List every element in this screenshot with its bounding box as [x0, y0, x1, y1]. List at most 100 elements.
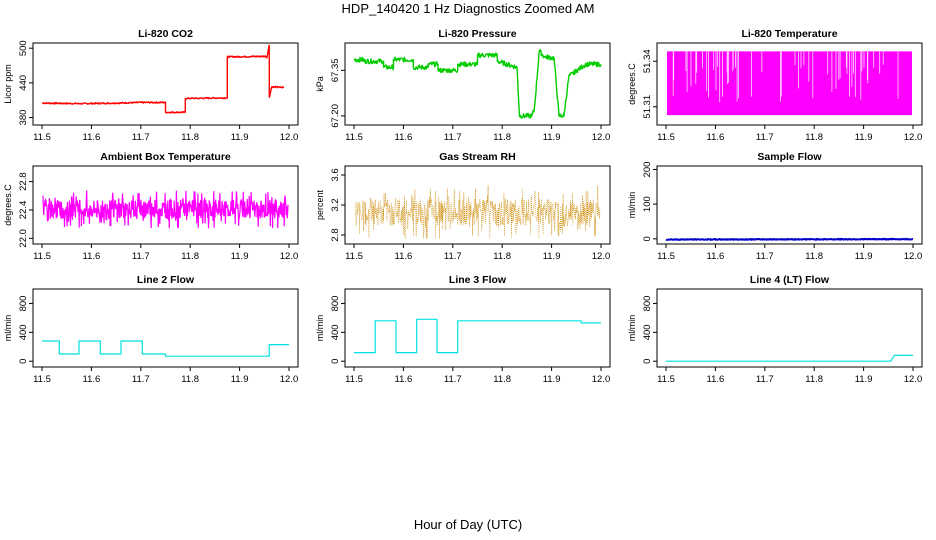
y-tick-label: 800 — [642, 296, 653, 312]
panel-title: Line 3 Flow — [449, 274, 507, 286]
x-tick-label: 11.7 — [444, 132, 462, 143]
y-tick-label: 51.34 — [642, 49, 653, 73]
y-tick-label: 0 — [642, 236, 653, 241]
x-tick-label: 11.9 — [231, 374, 249, 385]
y-tick-label: 400 — [642, 324, 653, 340]
figure-title: HDP_140420 1 Hz Diagnostics Zoomed AM — [341, 1, 595, 16]
y-tick-label: 22.8 — [18, 172, 29, 191]
noise-series — [42, 190, 289, 229]
panel-co2: Li-820 CO2 11.5 11.6 11.7 11.8 11.9 12.0 380 440… — [3, 28, 299, 143]
x-tick-label: 11.9 — [855, 374, 873, 385]
x-tick-label: 11.7 — [444, 374, 462, 385]
panel-title: Li-820 Pressure — [438, 28, 516, 40]
panel-title: Line 4 (LT) Flow — [750, 274, 830, 286]
plot-frame — [344, 288, 611, 368]
panel-licor_temp: Li-820 Temperature 11.5 11.6 11.7 11.8 11.9 12… — [627, 28, 923, 143]
x-tick-label: 12.0 — [904, 132, 923, 143]
x-tick-label: 11.6 — [83, 251, 101, 262]
y-axis-label: Licor ppm — [3, 64, 13, 104]
plot-data — [42, 340, 289, 357]
plot-data — [42, 190, 289, 229]
y-axis-label: degrees.C — [3, 184, 13, 226]
x-tick-label: 11.5 — [345, 374, 363, 385]
x-tick-label: 11.6 — [707, 374, 725, 385]
x-tick-label: 12.0 — [904, 251, 923, 262]
panel-title: Gas Stream RH — [439, 151, 515, 163]
x-tick-label: 12.0 — [592, 251, 611, 262]
x-tick-label: 11.6 — [707, 251, 725, 262]
y-axis-label: percent — [315, 189, 325, 220]
x-tick-label: 11.8 — [805, 132, 823, 143]
x-tick-label: 11.5 — [33, 374, 51, 385]
x-tick-label: 11.9 — [543, 251, 561, 262]
x-tick-label: 12.0 — [904, 374, 923, 385]
band-gaps — [672, 51, 899, 103]
x-tick-label: 12.0 — [280, 374, 299, 385]
y-tick-label: 400 — [18, 324, 29, 340]
panel-title: Sample Flow — [757, 151, 822, 163]
y-tick-label: 440 — [18, 75, 29, 91]
x-tick-label: 11.5 — [657, 132, 675, 143]
x-tick-label: 11.8 — [805, 251, 823, 262]
x-tick-label: 12.0 — [280, 251, 299, 262]
series-line — [354, 318, 601, 354]
x-tick-label: 11.8 — [181, 132, 199, 143]
x-tick-label: 12.0 — [592, 374, 611, 385]
panel-line3: Line 3 Flow 11.5 11.6 11.7 11.8 11.9 12.0 0 400 8… — [315, 274, 611, 385]
x-tick-label: 11.5 — [657, 374, 675, 385]
series-line — [353, 49, 602, 119]
y-tick-label: 500 — [18, 40, 29, 56]
x-tick-label: 11.9 — [231, 132, 249, 143]
x-tick-label: 11.9 — [231, 251, 249, 262]
plot-data — [665, 237, 914, 241]
x-tick-label: 11.8 — [493, 132, 511, 143]
x-tick-label: 11.5 — [657, 251, 675, 262]
x-tick-label: 12.0 — [280, 132, 299, 143]
x-tick-label: 11.7 — [756, 132, 774, 143]
x-tick-label: 11.7 — [132, 374, 150, 385]
x-tick-label: 11.7 — [756, 374, 774, 385]
plot-frame — [32, 288, 299, 368]
panel-pressure: Li-820 Pressure 11.5 11.6 11.7 11.8 11.9 12.0 6… — [315, 28, 611, 143]
y-tick-label: 67.35 — [330, 58, 341, 82]
shared-x-axis-label: Hour of Day (UTC) — [413, 517, 523, 532]
y-tick-label: 200 — [642, 162, 653, 178]
y-tick-label: 22.4 — [18, 201, 29, 220]
plot-data — [666, 51, 913, 116]
x-tick-label: 11.9 — [543, 132, 561, 143]
x-tick-label: 11.8 — [805, 374, 823, 385]
y-axis-label: ml/min — [627, 315, 637, 342]
x-tick-label: 11.8 — [181, 251, 199, 262]
x-tick-label: 11.6 — [395, 374, 413, 385]
x-tick-label: 11.9 — [855, 132, 873, 143]
plot-data — [666, 354, 913, 362]
x-tick-label: 11.5 — [345, 132, 363, 143]
panel-line2: Line 2 Flow 11.5 11.6 11.7 11.8 11.9 12.0 0 400 8… — [3, 274, 299, 385]
noise-series — [354, 185, 601, 240]
y-axis-label: ml/min — [627, 192, 637, 219]
plot-data — [354, 185, 601, 240]
x-tick-label: 12.0 — [592, 132, 611, 143]
plot-frame — [32, 42, 299, 126]
y-tick-label: 100 — [642, 196, 653, 212]
plot-data — [41, 44, 285, 114]
y-tick-label: 2.8 — [330, 228, 341, 241]
plot-frame — [656, 165, 923, 245]
x-tick-label: 11.9 — [855, 251, 873, 262]
x-tick-label: 11.6 — [83, 374, 101, 385]
y-tick-label: 22.0 — [18, 229, 29, 248]
x-tick-label: 11.9 — [543, 374, 561, 385]
plot-data — [353, 49, 602, 119]
x-tick-label: 11.8 — [493, 374, 511, 385]
panel-sample_flow: Sample Flow 11.5 11.6 11.7 11.8 11.9 12.0 0 100 2… — [627, 151, 923, 262]
panel-title: Li-820 Temperature — [741, 28, 837, 40]
temperature-band — [666, 51, 913, 116]
x-tick-label: 11.6 — [707, 132, 725, 143]
y-axis-label: kPa — [315, 76, 325, 92]
y-tick-label: 800 — [330, 296, 341, 312]
y-axis-label: ml/min — [315, 315, 325, 342]
y-tick-label: 3.6 — [330, 168, 341, 181]
series-line — [665, 237, 914, 241]
panel-line4: Line 4 (LT) Flow 11.5 11.6 11.7 11.8 11.9 12.0… — [627, 274, 923, 385]
panel-ambient: Ambient Box Temperature 11.5 11.6 11.7 11.8 1… — [3, 151, 299, 262]
